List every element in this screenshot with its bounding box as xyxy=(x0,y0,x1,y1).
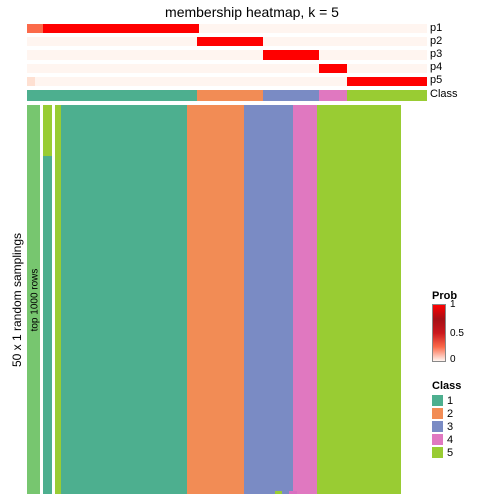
prob-row xyxy=(27,48,427,61)
probability-rows xyxy=(27,22,427,88)
prob-segment xyxy=(197,37,263,46)
row-label: p4 xyxy=(430,61,442,73)
row-label: p2 xyxy=(430,35,442,47)
class-segment xyxy=(27,90,197,101)
heatmap-column xyxy=(61,105,187,494)
class-annotation-row xyxy=(27,90,427,101)
rows-label: top 1000 rows xyxy=(29,268,40,331)
prob-row xyxy=(27,75,427,88)
row-label: p5 xyxy=(430,74,442,86)
class-swatch xyxy=(432,395,443,406)
prob-row xyxy=(27,62,427,75)
chart-title: membership heatmap, k = 5 xyxy=(0,4,504,20)
class-legend-label: 3 xyxy=(447,421,453,433)
heatmap-column xyxy=(317,105,400,494)
rows-accent xyxy=(43,105,52,156)
prob-segment xyxy=(199,24,427,33)
prob-segment xyxy=(347,77,427,86)
prob-tick: 0 xyxy=(450,354,456,365)
heatmap-column xyxy=(244,105,293,494)
class-legend-item: 3 xyxy=(432,420,461,433)
prob-segment xyxy=(319,64,347,73)
prob-segment xyxy=(35,77,347,86)
row-label: Class xyxy=(430,88,458,100)
prob-legend: Prob 1 0.5 0 xyxy=(432,290,457,362)
prob-tick: 0.5 xyxy=(450,328,464,339)
plot-area: 50 x 1 random samplingstop 1000 rows xyxy=(27,22,427,494)
side-column: top 1000 rows xyxy=(43,105,52,494)
heatmap-column xyxy=(293,105,318,494)
heatmap-columns xyxy=(55,105,427,494)
class-legend-label: 4 xyxy=(447,434,453,446)
class-swatch xyxy=(432,408,443,419)
prob-segment xyxy=(263,37,427,46)
class-legend-item: 2 xyxy=(432,407,461,420)
class-legend-label: 5 xyxy=(447,447,453,459)
prob-segment xyxy=(263,50,319,59)
prob-segment xyxy=(27,24,43,33)
class-swatch xyxy=(432,447,443,458)
prob-segment xyxy=(347,64,427,73)
class-segment xyxy=(197,90,263,101)
class-legend-label: 2 xyxy=(447,408,453,420)
prob-legend-ticks: 1 0.5 0 xyxy=(450,304,480,362)
heatmap-body: 50 x 1 random samplingstop 1000 rows xyxy=(27,105,427,494)
sampling-label: 50 x 1 random samplings xyxy=(10,232,24,366)
bottom-accent xyxy=(275,491,282,494)
prob-segment xyxy=(27,50,263,59)
class-segment xyxy=(263,90,319,101)
class-legend-item: 5 xyxy=(432,446,461,459)
heatmap-column xyxy=(187,105,244,494)
row-label: p1 xyxy=(430,22,442,34)
class-legend: Class 12345 xyxy=(432,380,461,459)
class-swatch xyxy=(432,434,443,445)
class-segment xyxy=(319,90,347,101)
class-legend-item: 4 xyxy=(432,433,461,446)
class-legend-item: 1 xyxy=(432,394,461,407)
prob-row xyxy=(27,35,427,48)
prob-legend-gradient xyxy=(432,304,446,362)
prob-segment xyxy=(319,50,427,59)
class-swatch xyxy=(432,421,443,432)
row-label: p3 xyxy=(430,48,442,60)
prob-segment xyxy=(43,24,199,33)
prob-segment xyxy=(27,77,35,86)
class-legend-title: Class xyxy=(432,380,461,392)
prob-segment xyxy=(27,64,319,73)
bottom-accent xyxy=(289,491,296,494)
class-legend-label: 1 xyxy=(447,395,453,407)
prob-segment xyxy=(27,37,197,46)
prob-tick: 1 xyxy=(450,299,456,310)
prob-row xyxy=(27,22,427,35)
class-segment xyxy=(347,90,427,101)
